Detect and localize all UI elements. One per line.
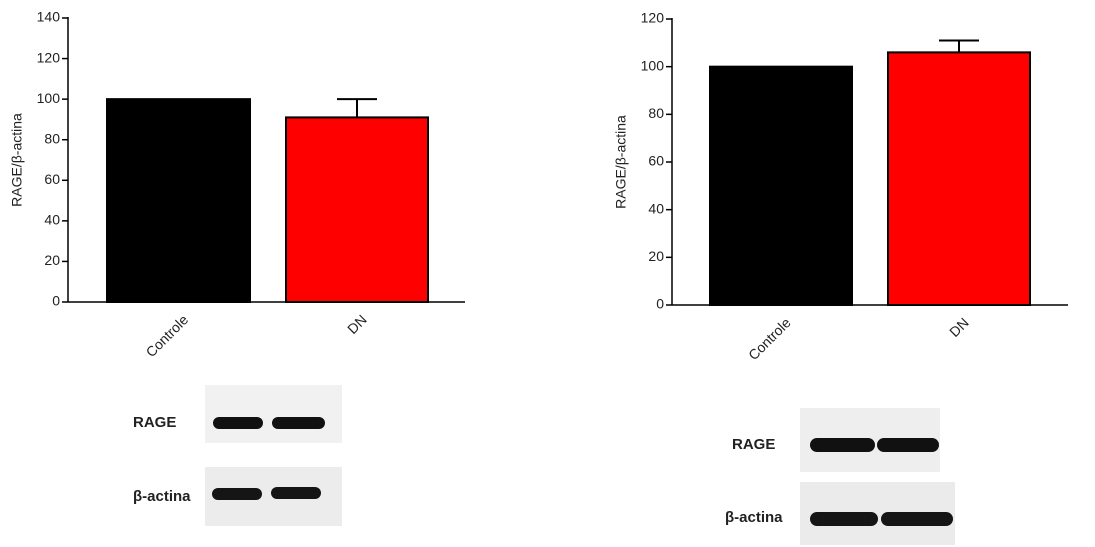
figure: RAGE β-actina RAGE β-actina RAGE/β-actin… <box>0 0 1095 547</box>
blot-band <box>810 512 878 526</box>
blot-label: β-actina <box>725 509 783 526</box>
blot-panel: RAGE β-actina <box>725 408 955 545</box>
y-tick-label: 120 <box>641 10 665 26</box>
y-tick-label: 40 <box>44 212 60 228</box>
x-tick-label: DN <box>946 314 972 340</box>
y-tick-label: 120 <box>37 49 61 65</box>
bar <box>888 52 1030 305</box>
bar <box>710 67 852 305</box>
blot-band <box>271 487 321 499</box>
blot-band <box>272 417 325 429</box>
blot-membrane <box>205 385 342 443</box>
blot-band <box>881 512 953 526</box>
y-tick-label: 140 <box>37 9 61 25</box>
blot-band <box>810 438 875 452</box>
blot-panel: RAGE β-actina <box>133 385 342 526</box>
blot-band <box>213 417 263 429</box>
y-tick-label: 80 <box>648 105 664 121</box>
y-tick-label: 20 <box>648 248 664 264</box>
x-tick-label: Controle <box>745 314 794 363</box>
blot-label: β-actina <box>133 488 191 505</box>
y-tick-label: 100 <box>641 57 665 73</box>
y-axis-label: RAGE/β-actina <box>9 113 25 207</box>
blot-label: RAGE <box>732 436 775 453</box>
y-axis-label: RAGE/β-actina <box>613 115 629 209</box>
y-tick-label: 60 <box>44 171 60 187</box>
blot-band <box>877 438 939 452</box>
y-tick-label: 0 <box>656 296 664 312</box>
y-tick-label: 0 <box>52 293 60 309</box>
x-tick-label: DN <box>344 311 370 337</box>
y-tick-label: 100 <box>37 90 61 106</box>
bar <box>107 99 250 302</box>
y-tick-label: 40 <box>648 200 664 216</box>
x-tick-label: Controle <box>143 311 192 360</box>
blot-band <box>212 488 262 500</box>
y-tick-label: 80 <box>44 130 60 146</box>
y-tick-label: 60 <box>648 153 664 169</box>
y-tick-label: 20 <box>44 252 60 268</box>
blot-label: RAGE <box>133 414 176 431</box>
bar <box>286 117 428 302</box>
